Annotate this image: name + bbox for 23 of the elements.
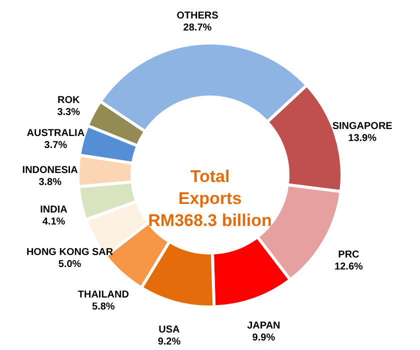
slice-label: PRC bbox=[338, 250, 360, 261]
slice-label: ROK bbox=[57, 95, 80, 106]
data-label: 28.7% bbox=[183, 22, 212, 34]
data-label: 9.9% bbox=[252, 332, 276, 344]
slice-label: JAPAN bbox=[247, 320, 280, 332]
text: Total Exports RM368.3 billion bbox=[148, 167, 272, 230]
data-label: 3.7% bbox=[44, 140, 68, 151]
data-label: 13.9% bbox=[348, 133, 377, 144]
data-label: 3.8% bbox=[38, 176, 62, 188]
data-label: 9.2% bbox=[158, 336, 181, 348]
data-label: 4.1% bbox=[42, 216, 66, 228]
slice-label: HONG KONG SAR bbox=[26, 247, 114, 258]
slice-label: SINGAPORE bbox=[332, 121, 393, 132]
slice-label: AUSTRALIA bbox=[26, 128, 85, 139]
data-label: 3.3% bbox=[57, 107, 80, 118]
slice-label: INDONESIA bbox=[22, 164, 78, 176]
data-label: 5.8% bbox=[92, 301, 115, 312]
slice-label: INDIA bbox=[40, 204, 68, 216]
data-label: 12.6% bbox=[334, 262, 363, 273]
slice-label: OTHERS bbox=[176, 10, 219, 22]
slice-label: THAILAND bbox=[78, 289, 129, 300]
slice-label: USA bbox=[158, 324, 180, 336]
data-label: 5.0% bbox=[58, 259, 82, 270]
